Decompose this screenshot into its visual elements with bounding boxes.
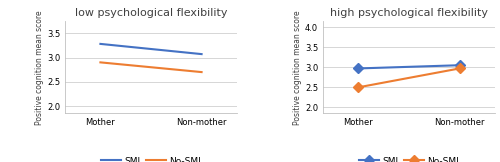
SMI [456, 64, 462, 66]
Legend: SMI, No-SMI: SMI, No-SMI [98, 153, 204, 162]
SMI [198, 53, 204, 55]
Y-axis label: Positive cognition mean score: Positive cognition mean score [35, 10, 44, 125]
Legend: SMI, No-SMI: SMI, No-SMI [356, 153, 463, 162]
Line: No-SMI: No-SMI [355, 65, 463, 91]
Title: low psychological flexibility: low psychological flexibility [75, 7, 227, 17]
Line: SMI: SMI [355, 62, 463, 72]
No-SMI [356, 86, 362, 88]
No-SMI [98, 61, 103, 63]
Title: high psychological flexibility: high psychological flexibility [330, 7, 488, 17]
SMI [98, 43, 103, 45]
No-SMI [198, 71, 204, 73]
Y-axis label: Positive cognition mean score: Positive cognition mean score [293, 10, 302, 125]
SMI [356, 67, 362, 69]
Line: No-SMI: No-SMI [100, 62, 202, 72]
Line: SMI: SMI [100, 44, 202, 54]
No-SMI [456, 67, 462, 69]
